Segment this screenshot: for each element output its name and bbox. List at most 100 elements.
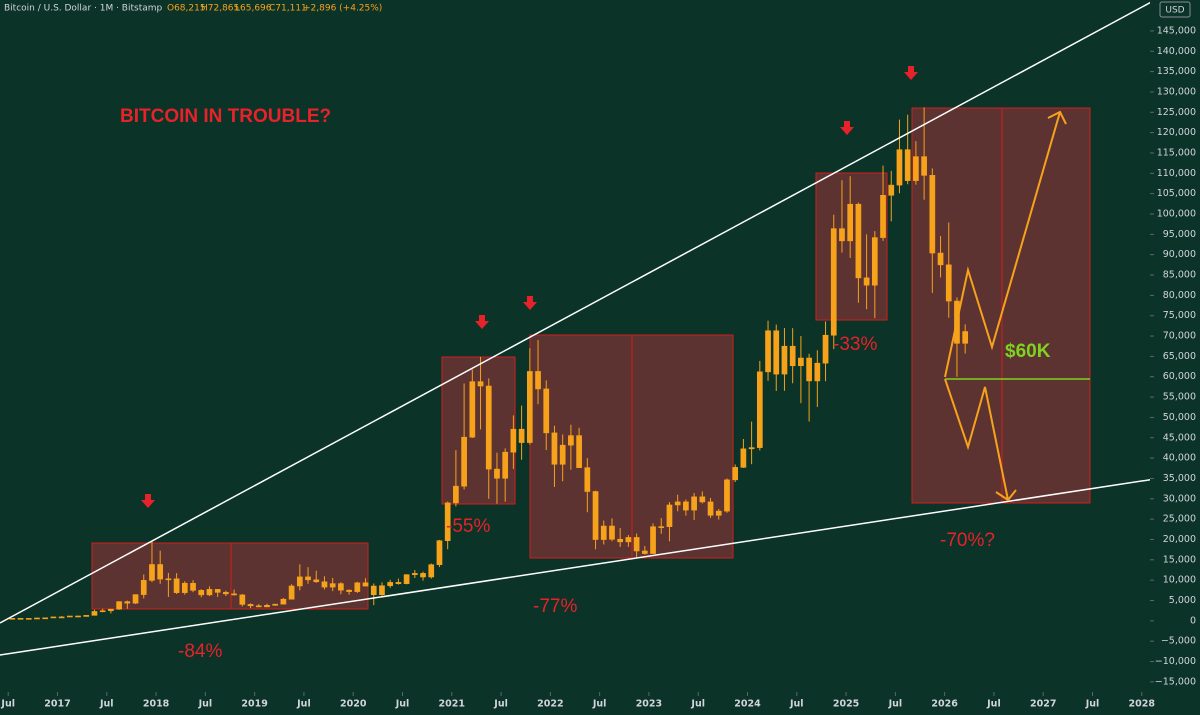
peak-marker bbox=[904, 66, 918, 80]
candle-body bbox=[871, 237, 878, 286]
x-tick-label: Jul bbox=[986, 699, 1001, 710]
candle-body bbox=[387, 582, 394, 587]
projection-down bbox=[944, 378, 1009, 501]
candle-body bbox=[83, 615, 90, 617]
candle-body bbox=[732, 467, 739, 481]
low: L65,696 bbox=[235, 4, 272, 14]
y-tick-label: 100,000 bbox=[1157, 208, 1196, 219]
candle-body bbox=[707, 501, 714, 516]
candle-body bbox=[658, 526, 665, 528]
candle-body bbox=[683, 501, 689, 511]
y-tick-label: 40,000 bbox=[1163, 453, 1196, 464]
drawdown-box bbox=[911, 107, 1091, 504]
candle-body bbox=[485, 385, 492, 470]
candle-body bbox=[756, 371, 763, 448]
candle-body bbox=[379, 585, 385, 596]
candle-body bbox=[354, 582, 361, 592]
trendline bbox=[0, 0, 1156, 624]
candle-body bbox=[288, 585, 295, 600]
candle-body bbox=[411, 573, 418, 575]
candle-body bbox=[25, 618, 32, 620]
y-tick-label: 20,000 bbox=[1163, 534, 1196, 545]
x-tick-label: Jul bbox=[0, 699, 15, 710]
candle-body bbox=[830, 228, 837, 336]
x-tick-label: 2024 bbox=[734, 699, 761, 710]
y-tick-label: 70,000 bbox=[1163, 331, 1196, 342]
candle-body bbox=[313, 579, 320, 583]
candle-body bbox=[921, 156, 927, 176]
y-tick-label: 45,000 bbox=[1163, 432, 1196, 443]
candle-body bbox=[50, 616, 57, 619]
candle-body bbox=[149, 564, 155, 581]
peak-marker bbox=[475, 315, 489, 329]
candle-body bbox=[740, 448, 747, 468]
annotation: $60K bbox=[1005, 341, 1051, 362]
y-tick-label: 110,000 bbox=[1157, 168, 1196, 179]
candle-body bbox=[370, 585, 377, 596]
candle-body bbox=[91, 611, 98, 616]
candle-body bbox=[625, 537, 632, 543]
candle-body bbox=[42, 617, 49, 620]
candle-body bbox=[231, 593, 237, 596]
x-tick-label: Jul bbox=[493, 699, 508, 710]
candle-body bbox=[929, 175, 936, 254]
candle-body bbox=[124, 601, 131, 604]
candle-body bbox=[526, 371, 533, 443]
candle-body bbox=[305, 576, 311, 581]
candle-body bbox=[584, 467, 591, 492]
annotation: -84% bbox=[178, 641, 222, 662]
currency-box[interactable] bbox=[1159, 1, 1191, 18]
candle-body bbox=[99, 610, 106, 613]
candle-body bbox=[239, 594, 246, 605]
y-tick-label: 65,000 bbox=[1163, 351, 1196, 362]
candle-body bbox=[641, 550, 648, 554]
candle-body bbox=[494, 468, 500, 479]
candle-body bbox=[436, 540, 443, 565]
candle-body bbox=[592, 491, 599, 540]
y-tick-label: 50,000 bbox=[1163, 412, 1196, 423]
candle-body bbox=[518, 428, 525, 443]
x-tick-label: Jul bbox=[296, 699, 311, 710]
candle-body bbox=[822, 334, 829, 364]
candle-body bbox=[576, 435, 582, 468]
candle-body bbox=[715, 510, 722, 516]
candle-body bbox=[609, 525, 615, 540]
candle-body bbox=[502, 451, 509, 479]
y-tick-label: 35,000 bbox=[1163, 473, 1196, 484]
annotation: -77% bbox=[533, 596, 577, 617]
x-tick-label: Jul bbox=[789, 699, 804, 710]
candle-body bbox=[17, 617, 24, 620]
currency[interactable]: USD bbox=[1165, 6, 1184, 16]
candle-body bbox=[666, 504, 673, 527]
candle-body bbox=[650, 526, 656, 554]
candle-body bbox=[633, 537, 640, 552]
y-tick-label: 80,000 bbox=[1163, 290, 1196, 301]
x-tick-label: 2028 bbox=[1129, 699, 1156, 710]
x-tick-label: 2026 bbox=[931, 699, 958, 710]
candle-body bbox=[329, 583, 336, 588]
candle-body bbox=[338, 583, 344, 591]
candle-body bbox=[937, 252, 944, 266]
candle-body bbox=[264, 604, 270, 608]
x-tick-label: Jul bbox=[1085, 699, 1100, 710]
candle-body bbox=[108, 608, 114, 612]
x-tick-label: 2017 bbox=[44, 699, 70, 710]
x-tick-label: 2019 bbox=[241, 699, 267, 710]
open: O68,215 bbox=[167, 4, 206, 14]
candle-body bbox=[674, 501, 681, 506]
candle-body bbox=[789, 345, 796, 367]
candle-body bbox=[181, 582, 188, 593]
y-tick-label: 85,000 bbox=[1163, 270, 1196, 281]
x-tick-label: Jul bbox=[888, 699, 903, 710]
peak-marker bbox=[141, 494, 155, 508]
candle-body bbox=[814, 362, 821, 382]
candle-body bbox=[198, 590, 205, 596]
y-tick-label: 90,000 bbox=[1163, 249, 1196, 260]
high: H72,865 bbox=[201, 4, 239, 14]
candle-body bbox=[223, 592, 229, 595]
candle-body bbox=[600, 525, 607, 540]
candle-body bbox=[798, 357, 804, 367]
x-tick-label: 2018 bbox=[143, 699, 170, 710]
candle-body bbox=[444, 502, 451, 541]
y-tick-label: −5,000 bbox=[1161, 636, 1196, 647]
